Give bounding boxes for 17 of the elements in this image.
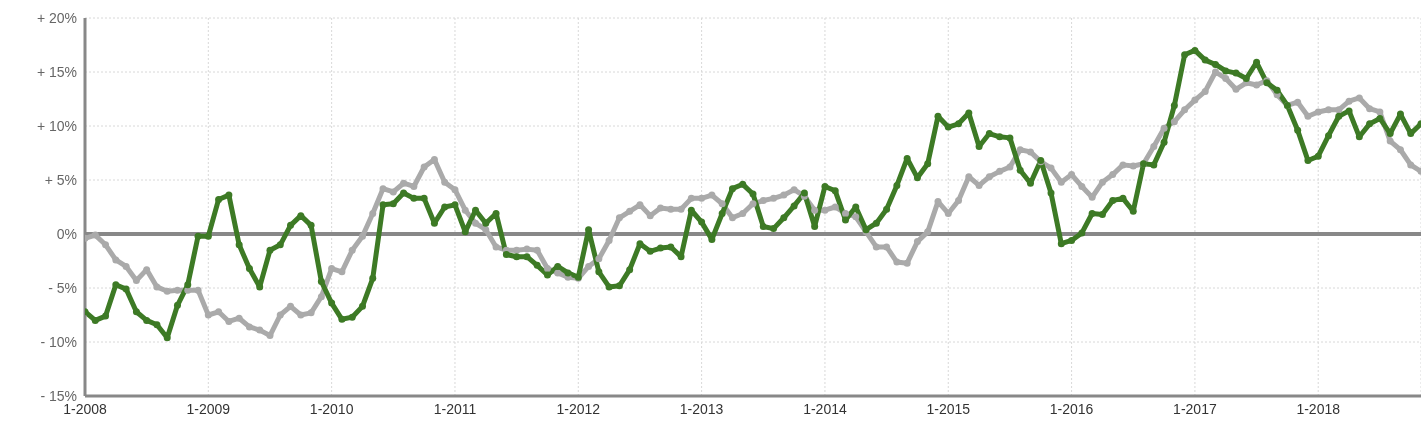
x-tick-label: 1-2016	[1049, 400, 1094, 417]
x-tick-label: 1-2017	[1173, 400, 1217, 417]
y-tick-label: - 5%	[48, 279, 77, 296]
x-tick-label: 1-2014	[803, 400, 847, 417]
x-tick-label: 1-2011	[433, 400, 477, 417]
y-tick-label: + 10%	[36, 117, 77, 134]
y-tick-label: + 20%	[36, 9, 77, 26]
y-tick-label: + 15%	[36, 63, 77, 80]
x-tick-label: 1-2010	[309, 400, 354, 417]
x-tick-label: 1-2018	[1296, 400, 1341, 417]
y-tick-label: + 5%	[44, 171, 77, 188]
x-tick-label: 1-2015	[926, 400, 971, 417]
x-tick-label: 1-2009	[186, 400, 231, 417]
x-tick-label: 1-2013	[679, 400, 724, 417]
x-tick-label: 1-2012	[556, 400, 601, 417]
y-tick-label: - 10%	[40, 333, 77, 350]
y-tick-label: 0%	[56, 225, 77, 242]
